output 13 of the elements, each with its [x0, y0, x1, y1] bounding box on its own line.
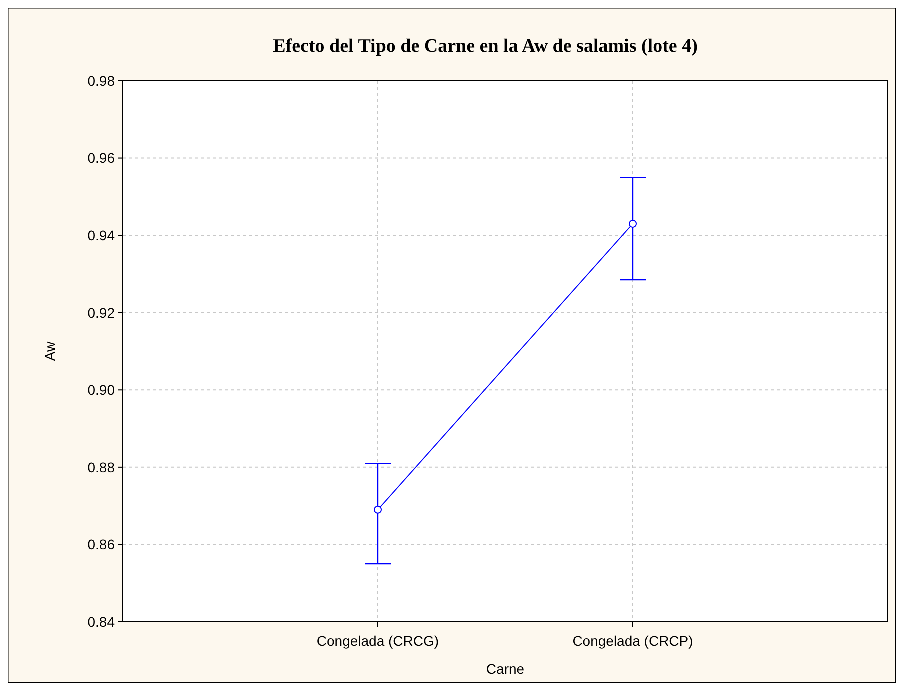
y-tick-label: 0.98	[88, 72, 116, 89]
y-axis-title: Aw	[42, 341, 58, 362]
y-tick-label: 0.92	[88, 304, 116, 321]
y-tick-label: 0.94	[88, 227, 116, 244]
y-tick-label: 0.88	[88, 459, 116, 476]
x-axis-title: Carne	[486, 661, 525, 677]
x-tick-label: Congelada (CRCP)	[572, 633, 694, 649]
chart-title: Efecto del Tipo de Carne en la Aw de salamis (lote 4)	[273, 36, 698, 57]
y-tick-label: 0.84	[88, 614, 116, 630]
x-tick-label: Congelada (CRCG)	[316, 633, 440, 649]
y-tick-label: 0.90	[88, 382, 116, 398]
y-tick-label: 0.86	[88, 536, 116, 553]
y-tick-label: 0.96	[88, 150, 116, 166]
